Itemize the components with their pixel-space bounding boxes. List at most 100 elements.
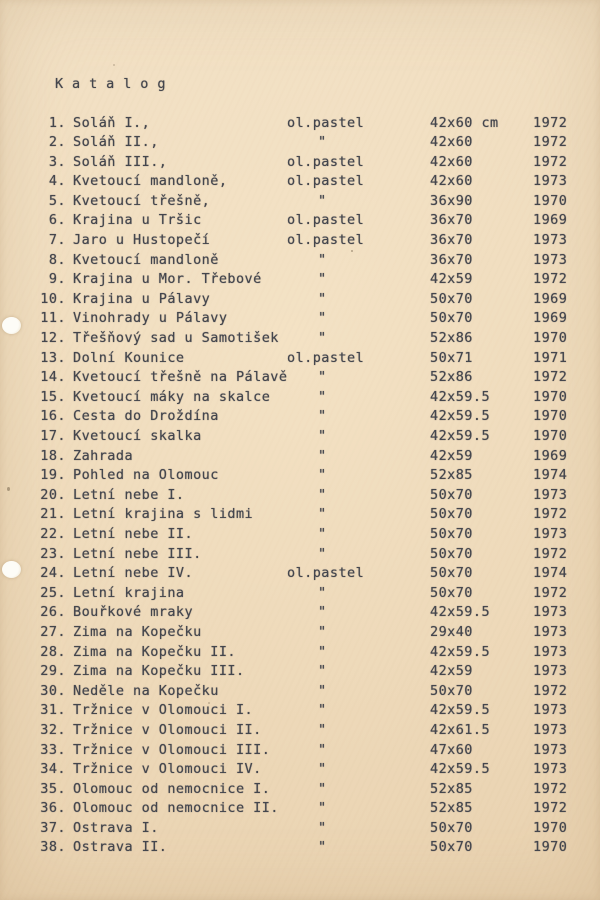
dimensions-value: 36x70 xyxy=(430,212,473,229)
dimensions-value: 50x70 xyxy=(430,839,473,856)
ditto-mark: " xyxy=(318,251,327,268)
row-number: 27. xyxy=(40,623,66,640)
row-number: 11. xyxy=(40,310,66,327)
year-value: 1972 xyxy=(533,369,568,386)
catalog-row: 16. Cesta do Droždína " 42x59.5 1970 xyxy=(0,408,600,428)
row-number: 10. xyxy=(40,290,66,307)
dimensions-value: 42x59.5 xyxy=(430,761,491,778)
row-number: 19. xyxy=(40,467,66,484)
artwork-title: Tržnice v Olomouci IV. xyxy=(73,761,262,778)
ditto-mark: " xyxy=(318,643,327,660)
row-number: 3. xyxy=(48,153,66,170)
year-value: 1970 xyxy=(533,330,568,347)
year-value: 1969 xyxy=(533,212,568,229)
row-number: 5. xyxy=(48,192,66,209)
paper-speck xyxy=(208,702,210,704)
artwork-title: Zahrada xyxy=(73,447,134,464)
year-value: 1970 xyxy=(533,192,568,209)
year-value: 1973 xyxy=(533,702,568,719)
dimensions-value: 36x70 xyxy=(430,232,473,249)
artwork-title: Tržnice v Olomouci III. xyxy=(73,741,271,758)
catalog-row: 31. Tržnice v Olomouci I. " 42x59.5 1973 xyxy=(0,702,600,722)
row-number: 18. xyxy=(40,447,66,464)
dimensions-value: 50x70 xyxy=(430,290,473,307)
dimensions-value: 42x59.5 xyxy=(430,428,491,444)
row-number: 32. xyxy=(40,721,66,738)
ditto-mark: " xyxy=(318,310,327,327)
catalog-row: 20. Letní nebe I. " 50x70 1973 xyxy=(0,487,600,507)
year-value: 1973 xyxy=(533,232,568,249)
row-number: 13. xyxy=(40,349,66,366)
year-value: 1973 xyxy=(533,721,568,738)
row-number: 9. xyxy=(48,271,66,288)
year-value: 1972 xyxy=(533,506,568,523)
catalog-row: 32. Tržnice v Olomouci II. " 42x61.5 1973 xyxy=(0,722,600,742)
artwork-title: Kvetoucí mandloně, xyxy=(73,173,228,190)
ditto-mark: " xyxy=(318,839,327,856)
dimensions-value: 42x59 xyxy=(430,663,473,680)
dimensions-value: 52x85 xyxy=(430,800,473,817)
dimensions-value: 42x60 cm xyxy=(430,114,499,131)
catalog-row: 9. Krajina u Mor. Třebové " 42x59 1972 xyxy=(0,271,600,291)
year-value: 1973 xyxy=(533,604,568,621)
artwork-title: Tržnice v Olomouci I. xyxy=(73,702,254,719)
artwork-title: Dolní Kounice xyxy=(73,349,185,366)
year-value: 1970 xyxy=(533,388,568,405)
year-value: 1969 xyxy=(533,290,568,307)
dimensions-value: 50x70 xyxy=(430,584,473,601)
ditto-mark: " xyxy=(318,134,327,151)
dimensions-value: 50x70 xyxy=(430,819,473,836)
row-number: 21. xyxy=(40,506,66,523)
dimensions-value: 42x61.5 xyxy=(430,721,491,738)
catalog-row: 26. Bouřkové mraky " 42x59.5 1973 xyxy=(0,604,600,624)
row-number: 22. xyxy=(40,525,66,542)
catalog-row: 36. Olomouc od nemocnice II. " 52x85 1972 xyxy=(0,800,600,820)
year-value: 1972 xyxy=(533,114,568,131)
catalog-row: 13. Dolní Kounice ol.pastel 50x71 1971 xyxy=(0,350,600,370)
ditto-mark: " xyxy=(318,192,327,209)
year-value: 1973 xyxy=(533,486,568,503)
dimensions-value: 42x59 xyxy=(430,271,473,288)
ditto-mark: " xyxy=(318,663,327,680)
dimensions-value: 42x59.5 xyxy=(430,408,491,425)
year-value: 1973 xyxy=(533,623,568,640)
dimensions-value: 47x60 xyxy=(430,741,473,758)
catalog-row: 28. Zima na Kopečku II. " 42x59.5 1973 xyxy=(0,644,600,664)
catalog-row: 4. Kvetoucí mandloně, ol.pastel 42x60 1973 xyxy=(0,173,600,193)
catalog-row: 8. Kvetoucí mandloně " 36x70 1973 xyxy=(0,252,600,272)
artwork-title: Tržnice v Olomouci II. xyxy=(73,721,262,738)
artwork-title: Zima na Kopečku xyxy=(73,623,202,640)
catalog-row: 21. Letní krajina s lidmi " 50x70 1972 xyxy=(0,506,600,526)
year-value: 1974 xyxy=(533,467,568,484)
row-number: 24. xyxy=(40,565,66,582)
row-number: 34. xyxy=(40,761,66,778)
ditto-mark: " xyxy=(318,290,327,307)
catalog-row: 24. Letní nebe IV. ol.pastel 50x70 1974 xyxy=(0,565,600,585)
catalog-row: 27. Zima na Kopečku " 29x40 1973 xyxy=(0,624,600,644)
row-number: 6. xyxy=(48,212,66,229)
row-number: 28. xyxy=(40,643,66,660)
artwork-title: Olomouc od nemocnice I. xyxy=(73,780,271,797)
catalog-list: 1. Soláň I., ol.pastel 42x60 cm 1972 2. Soláň … xyxy=(0,115,600,860)
row-number: 8. xyxy=(48,251,66,268)
ditto-mark: " xyxy=(318,780,327,797)
ditto-mark: " xyxy=(318,761,327,778)
year-value: 1972 xyxy=(533,584,568,601)
year-value: 1973 xyxy=(533,663,568,680)
artwork-title: Bouřkové mraky xyxy=(73,604,194,621)
artwork-title: Krajina u Tršic xyxy=(73,212,202,229)
artwork-title: Zima na Kopečku III. xyxy=(73,663,245,680)
catalog-row: 23. Letní nebe III. " 50x70 1972 xyxy=(0,546,600,566)
dimensions-value: 42x59.5 xyxy=(430,604,491,621)
dimensions-value: 36x90 xyxy=(430,192,473,209)
ditto-mark: " xyxy=(318,447,327,464)
year-value: 1970 xyxy=(533,839,568,856)
row-number: 33. xyxy=(40,741,66,758)
dimensions-value: 36x70 xyxy=(430,251,473,268)
artwork-title: Pohled na Olomouc xyxy=(73,467,219,484)
catalog-row: 10. Krajina u Pálavy " 50x70 1969 xyxy=(0,291,600,311)
ditto-mark: " xyxy=(318,408,327,425)
artwork-title: Kvetoucí skalka xyxy=(73,428,202,444)
artwork-title: Třešňový sad u Samotišek xyxy=(73,330,279,347)
